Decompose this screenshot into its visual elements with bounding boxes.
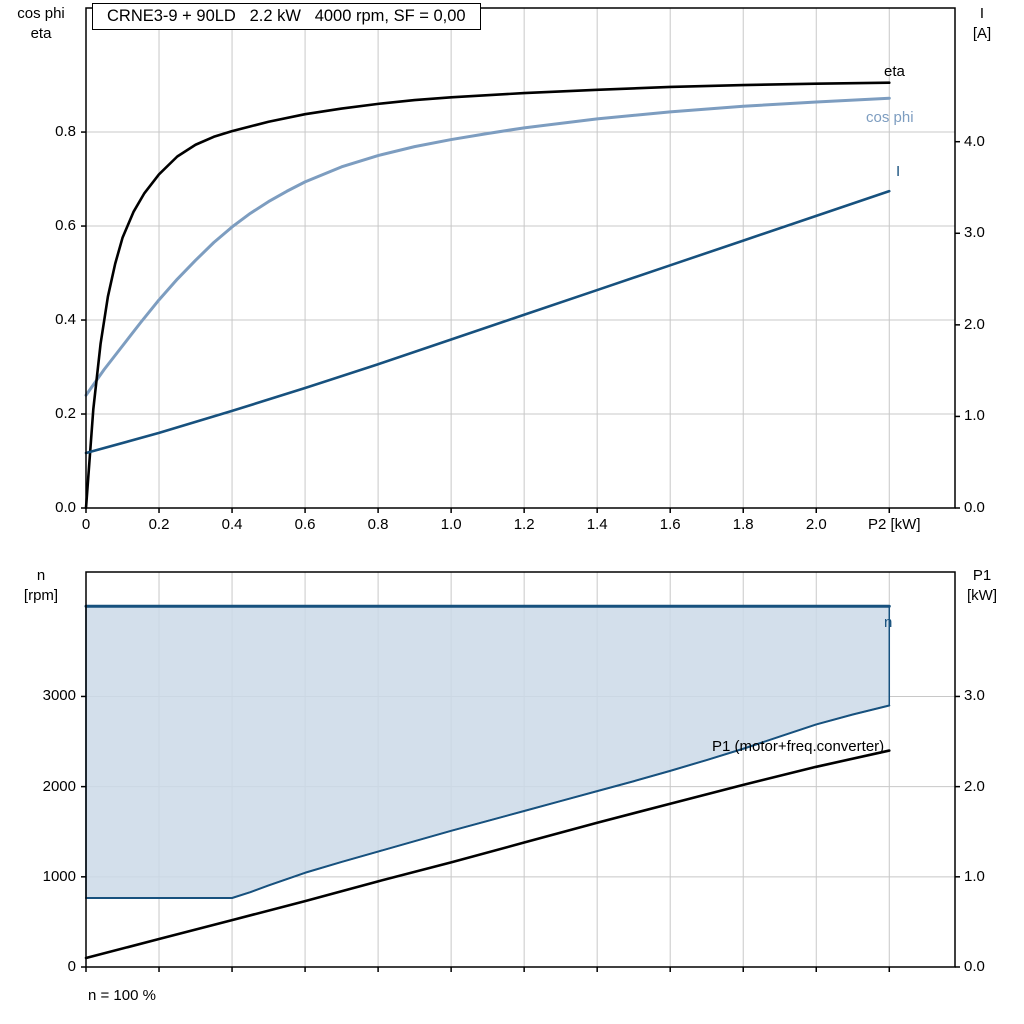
series-p1 (84, 749, 891, 960)
series-current (84, 189, 891, 455)
bottom-right-axis-title-line2: [kW] (967, 587, 997, 604)
top-left-axis-title-line2: eta (30, 25, 52, 42)
eta-curve-label: eta (884, 63, 905, 80)
p1-curve-label: P1 (motor+freq.converter) (712, 738, 885, 755)
bottom-right-axis-title-line1: P1 (972, 567, 992, 584)
speed-curve-label: n (884, 614, 893, 631)
top-left-axis-title-line1: cos phi (17, 5, 65, 22)
plot-frame (85, 7, 956, 509)
plot-frame (85, 571, 956, 968)
series-speed-min (85, 704, 891, 900)
bottom-left-axis-title-line2: [rpm] (23, 587, 59, 604)
series-eta (84, 81, 891, 510)
x-axis-label: P2 [kW] (868, 516, 921, 533)
series-cos-phi (84, 96, 891, 397)
n-100-percent-label: n = 100 % (88, 987, 156, 1004)
cos-phi-curve-label: cos phi (866, 109, 914, 126)
top-right-axis-title-line1: I (979, 5, 985, 22)
current-curve-label: I (896, 163, 901, 180)
bottom-left-axis-title-line1: n (36, 567, 46, 584)
chart-title-box: CRNE3-9 + 90LD 2.2 kW 4000 rpm, SF = 0,0… (92, 3, 481, 30)
top-right-axis-title-line2: [A] (972, 25, 992, 42)
